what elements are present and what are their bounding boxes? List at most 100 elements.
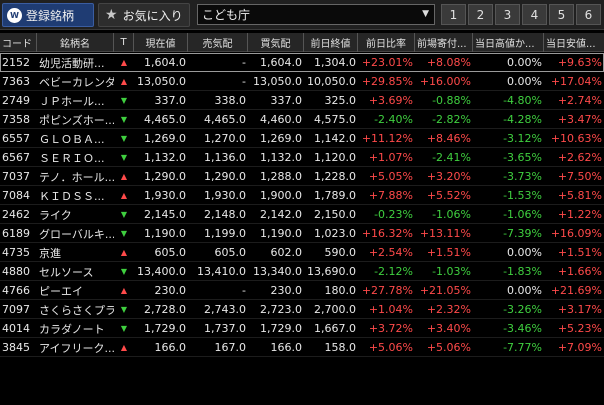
page-button-4[interactable]: 4 [522, 4, 547, 25]
cell-code: 7097 [2, 303, 30, 316]
cell-high: -3.12% [503, 132, 542, 145]
col-header-price[interactable]: 現在値 [134, 33, 188, 52]
cell-code: 7358 [2, 113, 30, 126]
col-header-trend[interactable]: T [114, 33, 134, 52]
cell-code: 6557 [2, 132, 30, 145]
cell-prev-close: 158.0 [324, 341, 357, 354]
col-header-prev-close[interactable]: 前日終値 [304, 33, 358, 52]
cell-bid: 1,190.0 [260, 227, 302, 240]
cell-low: +2.74% [557, 94, 602, 107]
table-row[interactable]: 3845 アイフリーク... ▲ 166.0 167.0 166.0 158.0 +5.06%… [0, 338, 604, 357]
cell-low: +3.17% [557, 303, 602, 316]
cell-price: 13,400.0 [137, 265, 186, 278]
table-row[interactable]: 4735 京進 ▲ 605.0 605.0 602.0 590.0 +2.54% +1.51% 0… [0, 243, 604, 262]
cell-name: グローバルキ... [39, 227, 114, 241]
tab-registered[interactable]: W 登録銘柄 [2, 3, 94, 27]
cell-change: +3.69% [368, 94, 413, 107]
tab-favorites[interactable]: ★ お気に入り [98, 3, 190, 27]
col-header-change[interactable]: 前日比率 [358, 33, 415, 52]
cell-prev-close: 1,789.0 [314, 189, 356, 202]
page-button-5[interactable]: 5 [549, 4, 574, 25]
col-header-name[interactable]: 銘柄名 [37, 33, 114, 52]
cell-bid: 1,132.0 [260, 151, 302, 164]
cell-low: +3.47% [557, 113, 602, 126]
cell-high: 0.00% [507, 284, 542, 297]
page-button-3[interactable]: 3 [495, 4, 520, 25]
cell-code: 4735 [2, 246, 30, 259]
col-header-high[interactable]: 当日高値か... [473, 33, 544, 52]
cell-change: +23.01% [361, 56, 413, 69]
cell-change: +7.88% [368, 189, 413, 202]
page-button-6[interactable]: 6 [576, 4, 601, 25]
cell-ask: - [242, 75, 246, 88]
table-row[interactable]: 7358 ポピンズホー... ▼ 4,465.0 4,465.0 4,460.0 4,575… [0, 110, 604, 129]
col-header-ask[interactable]: 売気配 [188, 33, 248, 52]
cell-open: +1.51% [426, 246, 471, 259]
cell-name: ＪＰホール... [39, 94, 105, 108]
cell-change: +27.78% [361, 284, 413, 297]
cell-low: +1.66% [557, 265, 602, 278]
cell-prev-close: 325.0 [324, 94, 357, 107]
table-body: 2152 幼児活動研... ▲ 1,604.0 - 1,604.0 1,304.0 +23.0… [0, 53, 604, 357]
page-button-2[interactable]: 2 [468, 4, 493, 25]
col-header-open[interactable]: 前場寄付... [415, 33, 473, 52]
cell-prev-close: 13,690.0 [307, 265, 356, 278]
cell-high: 0.00% [507, 56, 542, 69]
cell-price: 337.0 [154, 94, 187, 107]
table-row[interactable]: 4766 ピーエイ ▲ 230.0 - 230.0 180.0 +27.78% +21.05% 0… [0, 281, 604, 300]
cell-low: +5.23% [557, 322, 602, 335]
cell-price: 605.0 [154, 246, 187, 259]
table-row[interactable]: 2462 ライク ▼ 2,145.0 2,148.0 2,142.0 2,150.0 -0.2… [0, 205, 604, 224]
cell-name: カラダノート [39, 322, 105, 336]
list-select[interactable]: こども庁 ▼ [197, 4, 435, 25]
cell-name: 京進 [39, 246, 61, 260]
table-row[interactable]: 7097 さくらさくプラス ▼ 2,728.0 2,743.0 2,723.0 2,700.… [0, 300, 604, 319]
cell-low: +1.22% [557, 208, 602, 221]
cell-code: 4014 [2, 322, 30, 335]
cell-change: +1.04% [368, 303, 413, 316]
cell-name: テノ．ホール... [39, 170, 114, 184]
watchlist-icon: W [7, 7, 22, 23]
cell-ask: 4,465.0 [204, 113, 246, 126]
col-header-low[interactable]: 当日安値... [546, 39, 596, 50]
cell-prev-close: 1,023.0 [314, 227, 356, 240]
cell-prev-close: 10,050.0 [307, 75, 356, 88]
col-header-bid[interactable]: 買気配 [248, 33, 304, 52]
cell-open: +5.52% [426, 189, 471, 202]
cell-open: -2.41% [432, 151, 471, 164]
cell-open: +13.11% [419, 227, 471, 240]
page-button-1[interactable]: 1 [441, 4, 466, 25]
table-row[interactable]: 7363ベビーカレンダー▲13,050.0-13,050.010,050.0+2… [0, 72, 604, 91]
cell-ask: 2,148.0 [204, 208, 246, 221]
cell-bid: 337.0 [270, 94, 303, 107]
table-row[interactable]: 2152 幼児活動研... ▲ 1,604.0 - 1,604.0 1,304.0 +23.0… [0, 53, 604, 72]
triangle-down-icon: ▼ [120, 229, 128, 238]
cell-code: 7037 [2, 170, 30, 183]
table-row[interactable]: 2749 ＪＰホール... ▼ 337.0 338.0 337.0 325.0 +3.69% -… [0, 91, 604, 110]
cell-ask: - [242, 56, 246, 69]
cell-high: -1.83% [503, 265, 542, 278]
table-row[interactable]: 6557 ＧＬＯＢＡ... ▼ 1,269.0 1,270.0 1,269.0 1,142.… [0, 129, 604, 148]
cell-price: 1,290.0 [144, 170, 186, 183]
table-row[interactable]: 6189 グローバルキ... ▼ 1,190.0 1,199.0 1,190.0 1,023… [0, 224, 604, 243]
cell-prev-close: 1,304.0 [314, 56, 356, 69]
triangle-down-icon: ▼ [120, 134, 128, 143]
cell-change: +11.12% [361, 132, 413, 145]
triangle-up-icon: ▲ [120, 248, 128, 257]
table-row[interactable]: 7037 テノ．ホール... ▲ 1,290.0 1,290.0 1,288.0 1,228… [0, 167, 604, 186]
cell-prev-close: 1,667.0 [314, 322, 356, 335]
cell-open: +5.06% [426, 341, 471, 354]
table-header: コード 銘柄名 T 現在値 売気配 買気配 前日終値 前日比率 前場寄付... … [0, 33, 604, 52]
table-row[interactable]: 7084 ＫＩＤＳＳ... ▲ 1,930.0 1,930.0 1,900.0 1,789.… [0, 186, 604, 205]
table-row[interactable]: 4014 カラダノート ▼ 1,729.0 1,737.0 1,729.0 1,667.0 +… [0, 319, 604, 338]
cell-price: 1,930.0 [144, 189, 186, 202]
table-row[interactable]: 6567 ＳＥＲＩＯ... ▼ 1,132.0 1,136.0 1,132.0 1,120.… [0, 148, 604, 167]
triangle-down-icon: ▼ [120, 153, 128, 162]
cell-bid: 602.0 [270, 246, 303, 259]
triangle-down-icon: ▼ [120, 210, 128, 219]
cell-ask: - [242, 284, 246, 297]
table-row[interactable]: 4880 セルソース ▼ 13,400.0 13,410.0 13,340.0 13,690… [0, 262, 604, 281]
cell-price: 230.0 [154, 284, 187, 297]
col-header-code[interactable]: コード [0, 33, 37, 52]
cell-high: -1.06% [503, 208, 542, 221]
